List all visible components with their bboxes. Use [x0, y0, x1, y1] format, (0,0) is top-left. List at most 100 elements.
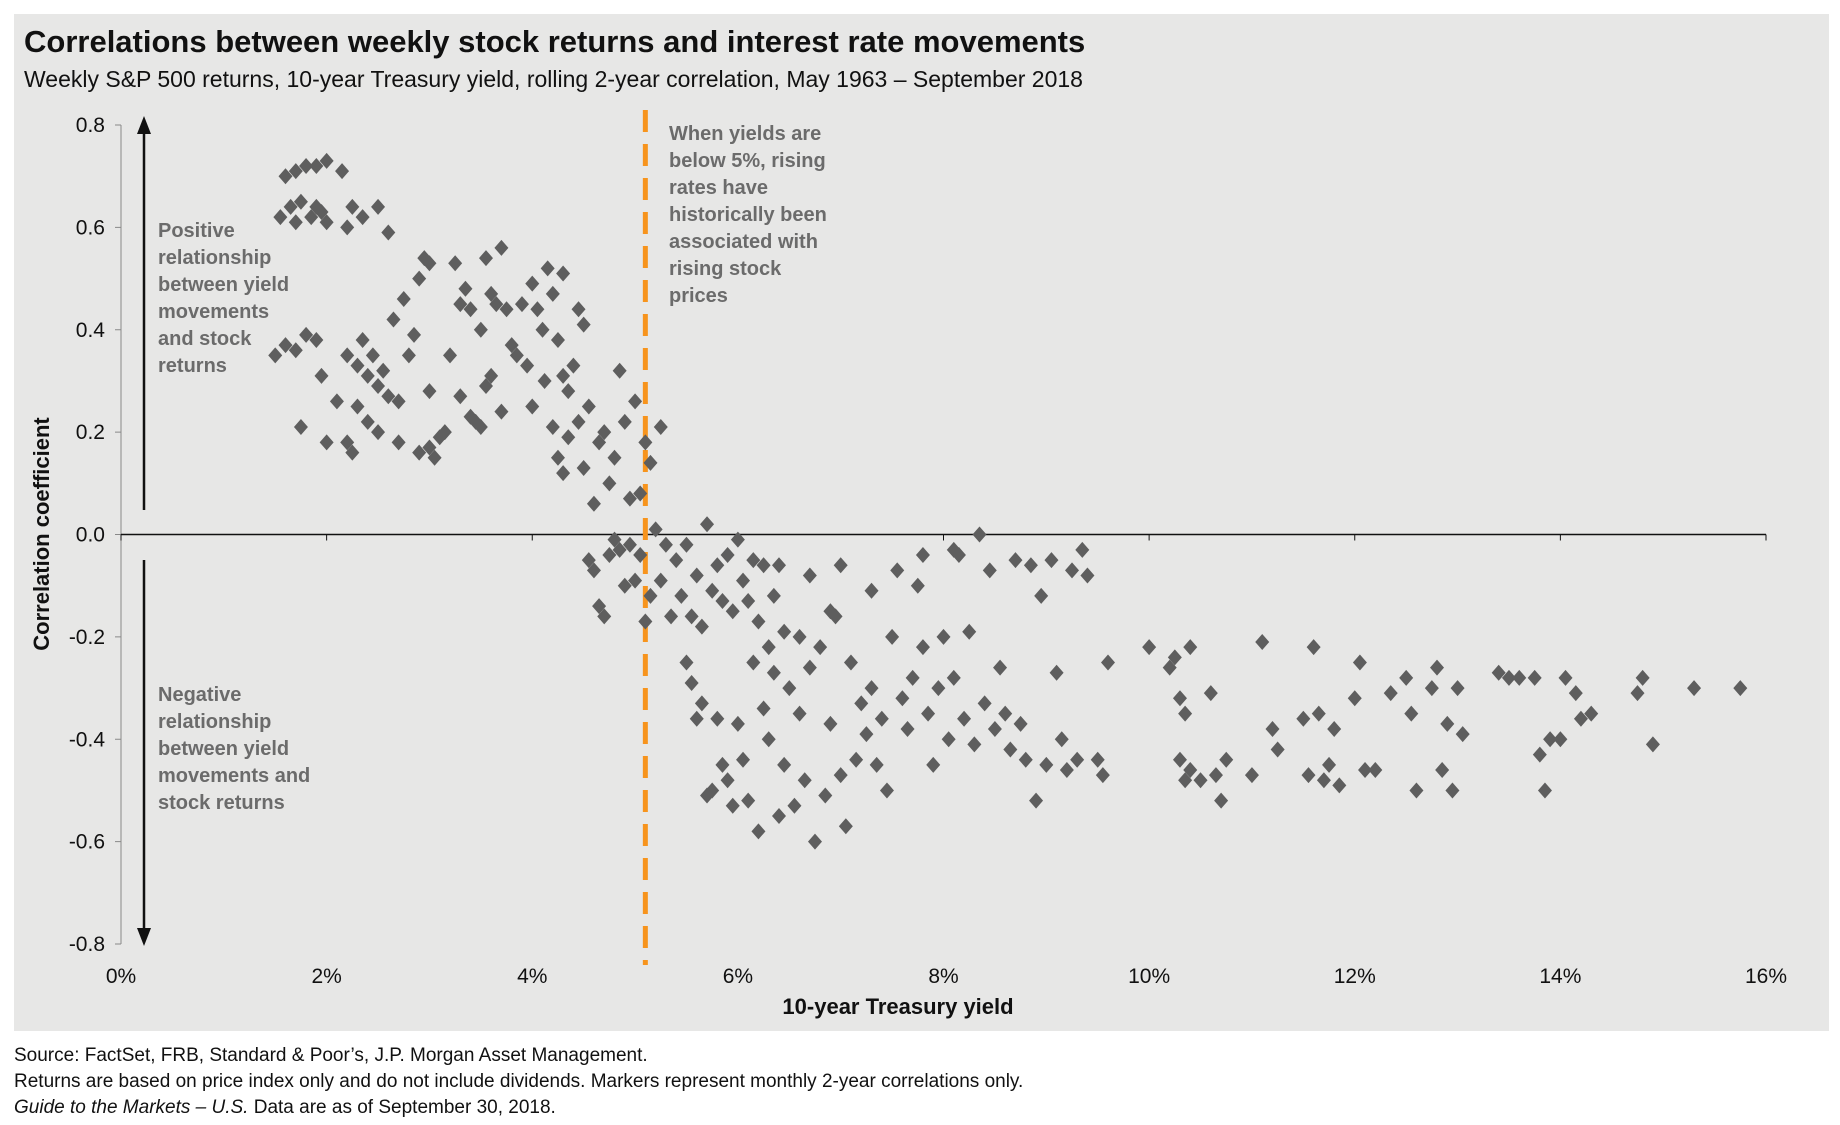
data-point	[1352, 654, 1367, 671]
data-point	[293, 419, 308, 436]
data-point	[612, 541, 627, 558]
data-point	[340, 347, 355, 364]
data-point	[566, 357, 581, 374]
data-point	[782, 680, 797, 697]
data-point	[1543, 731, 1558, 748]
data-point	[1029, 792, 1044, 809]
data-point	[592, 598, 607, 615]
data-point	[982, 562, 997, 579]
y-tick-label: -0.6	[69, 831, 105, 854]
data-point	[1450, 680, 1465, 697]
data-point	[437, 424, 452, 441]
data-point	[273, 209, 288, 226]
data-point	[1424, 680, 1439, 697]
data-point	[807, 833, 822, 850]
data-point	[391, 393, 406, 410]
data-point	[509, 347, 524, 364]
data-point	[494, 403, 509, 420]
data-point	[1358, 761, 1373, 778]
chart-panel	[14, 14, 1829, 1031]
data-point	[1090, 751, 1105, 768]
chart-title: Correlations between weekly stock return…	[24, 24, 1086, 59]
data-point	[684, 608, 699, 625]
data-point	[561, 429, 576, 446]
data-point	[967, 736, 982, 753]
data-point	[1059, 761, 1074, 778]
data-point	[977, 695, 992, 712]
data-point	[792, 705, 807, 722]
data-point	[376, 362, 391, 379]
data-point	[540, 260, 555, 277]
data-point	[669, 552, 684, 569]
data-point	[736, 751, 751, 768]
data-point	[864, 680, 879, 697]
data-point	[1332, 777, 1347, 794]
data-point	[926, 756, 941, 773]
data-point	[545, 419, 560, 436]
data-point	[571, 413, 586, 430]
x-axis-label: 10-year Treasury yield	[782, 994, 1014, 1019]
data-point	[335, 163, 350, 180]
data-point	[371, 198, 386, 215]
data-point	[407, 326, 422, 343]
data-point	[766, 664, 781, 681]
data-point	[288, 342, 303, 359]
data-point	[422, 255, 437, 272]
data-point	[550, 449, 565, 466]
data-point	[1214, 792, 1229, 809]
data-point	[946, 541, 961, 558]
data-point	[304, 209, 319, 226]
data-point	[1630, 685, 1645, 702]
data-point	[664, 608, 679, 625]
data-point	[710, 710, 725, 727]
data-point	[746, 552, 761, 569]
data-point	[890, 562, 905, 579]
data-point	[1635, 669, 1650, 686]
data-point	[1101, 654, 1115, 671]
data-point	[350, 398, 365, 415]
data-point	[638, 613, 653, 630]
data-point	[962, 623, 977, 640]
data-point	[299, 157, 314, 174]
data-point	[1270, 741, 1285, 758]
data-point	[874, 710, 889, 727]
data-point	[921, 705, 936, 722]
data-point	[813, 639, 828, 656]
data-point	[1733, 680, 1748, 697]
data-point	[915, 639, 930, 656]
data-point	[1044, 552, 1059, 569]
data-point	[859, 726, 874, 743]
data-point	[1584, 705, 1599, 722]
data-point	[849, 751, 864, 768]
data-point	[489, 296, 504, 313]
data-point	[869, 756, 884, 773]
data-point	[1512, 669, 1527, 686]
data-point	[879, 782, 894, 799]
data-point	[478, 250, 493, 267]
data-point	[818, 787, 833, 804]
data-point	[576, 316, 591, 333]
data-point	[730, 531, 745, 548]
data-point	[643, 587, 658, 604]
data-point	[900, 721, 915, 738]
x-tick-label: 6%	[723, 965, 753, 988]
data-point	[329, 393, 344, 410]
data-point	[514, 296, 529, 313]
data-point	[602, 475, 617, 492]
data-point	[561, 383, 576, 400]
data-point	[576, 459, 591, 476]
data-point	[1178, 772, 1193, 789]
data-point	[1573, 710, 1588, 727]
data-point	[643, 454, 658, 471]
data-point	[1080, 567, 1095, 584]
data-point	[537, 372, 552, 389]
data-point	[458, 280, 473, 297]
data-point	[602, 546, 617, 563]
data-point	[915, 546, 930, 563]
y-tick-label: 0.0	[76, 524, 105, 547]
data-point	[1008, 552, 1023, 569]
data-point	[941, 731, 956, 748]
data-point	[535, 321, 550, 338]
data-point	[710, 557, 725, 574]
data-point	[268, 347, 283, 364]
